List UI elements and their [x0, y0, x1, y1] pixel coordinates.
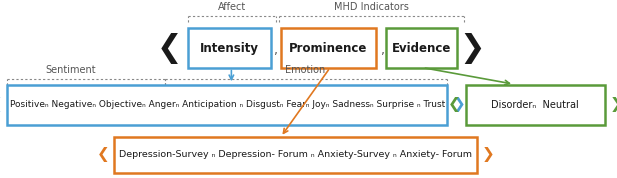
Text: ❯: ❯	[610, 97, 617, 112]
Text: Depression-Survey ₙ Depression- Forum ₙ Anxiety-Survey ₙ Anxiety- Forum: Depression-Survey ₙ Depression- Forum ₙ …	[119, 150, 472, 159]
Text: ❮: ❮	[96, 147, 109, 162]
Text: ❯: ❯	[459, 33, 485, 64]
Text: Evidence: Evidence	[391, 41, 451, 55]
Text: ❯: ❯	[482, 147, 495, 162]
Text: MHD Indicators: MHD Indicators	[334, 2, 409, 12]
Text: ❮: ❮	[0, 97, 2, 112]
Text: Intensity: Intensity	[201, 41, 259, 55]
Text: Emotion: Emotion	[285, 65, 326, 75]
Text: ,: ,	[275, 44, 278, 57]
Bar	[281, 28, 376, 68]
Bar	[188, 28, 271, 68]
Bar	[114, 137, 477, 173]
Bar	[466, 85, 605, 125]
Text: Prominence: Prominence	[289, 41, 368, 55]
Text: Disorderₙ  Neutral: Disorderₙ Neutral	[491, 100, 579, 110]
Text: Sentiment: Sentiment	[46, 65, 96, 75]
Bar	[7, 85, 447, 125]
Text: ,: ,	[381, 44, 384, 57]
Text: ❮: ❮	[157, 33, 183, 64]
Text: Positiveₙ Negativeₙ Objectiveₙ Angerₙ Anticipation ₙ Disgustₙ Fearₙ Joyₙ Sadness: Positiveₙ Negativeₙ Objectiveₙ Angerₙ An…	[10, 100, 445, 109]
Bar	[386, 28, 457, 68]
Text: ❮: ❮	[448, 97, 461, 112]
Text: ❯: ❯	[452, 97, 465, 112]
Text: Affect: Affect	[218, 2, 246, 12]
